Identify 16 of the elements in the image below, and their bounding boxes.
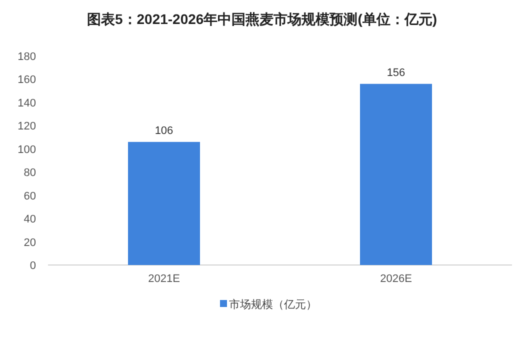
legend-label: 市场规模（亿元） <box>229 298 317 311</box>
data-label: 156 <box>386 66 406 79</box>
y-tick-label: 180 <box>18 51 36 63</box>
y-tick-label: 40 <box>24 214 36 226</box>
chart-title: 图表5：2021-2026年中国燕麦市场规模预测(单位：亿元) <box>86 11 438 27</box>
y-tick-label: 160 <box>18 74 36 86</box>
y-tick-label: 0 <box>30 260 36 272</box>
y-tick-label: 60 <box>24 190 36 202</box>
y-tick-label: 80 <box>24 167 36 180</box>
x-tick-label: 2026E <box>380 273 412 285</box>
y-tick-label: 120 <box>18 120 36 133</box>
y-tick-label: 20 <box>24 236 36 249</box>
data-label: 106 <box>154 124 174 137</box>
x-tick-label: 2021E <box>148 273 180 285</box>
y-tick-label: 100 <box>18 144 36 156</box>
y-tick-label: 140 <box>18 97 36 110</box>
